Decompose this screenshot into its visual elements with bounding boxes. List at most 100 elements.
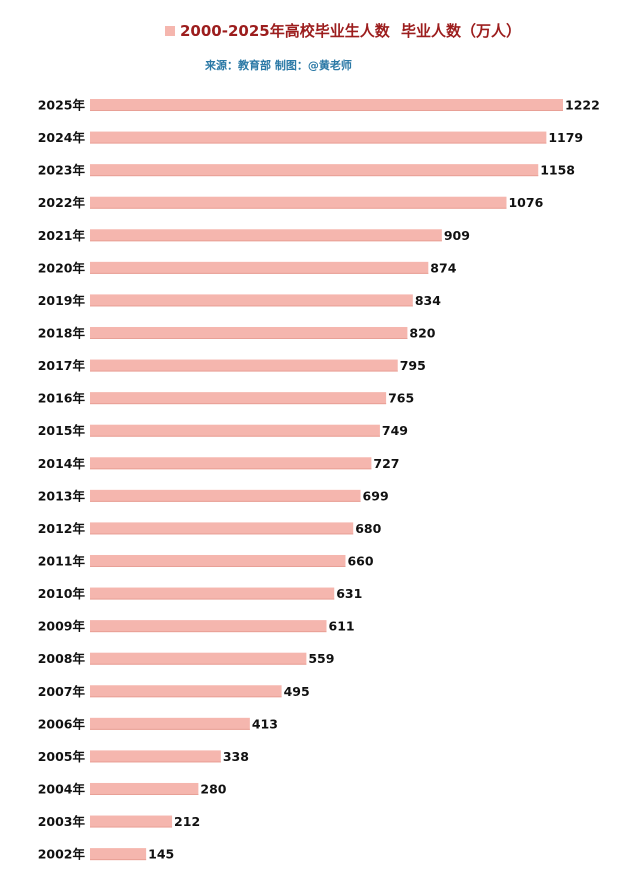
year-label: 2019年 — [38, 293, 86, 308]
value-label: 1076 — [508, 195, 543, 210]
year-label: 2002年 — [38, 847, 86, 862]
bar — [90, 261, 429, 274]
bar-edge — [90, 696, 282, 698]
bar-edge — [90, 663, 307, 665]
value-label: 660 — [347, 553, 373, 568]
bar-edge — [90, 110, 563, 111]
bar — [90, 326, 408, 339]
value-label: 1222 — [565, 98, 600, 113]
bar-edge — [90, 468, 372, 470]
bar-edge — [90, 370, 398, 372]
bar-edge — [90, 728, 250, 730]
value-label: 699 — [363, 488, 389, 503]
bar-edge — [90, 500, 361, 502]
bar-edge — [90, 761, 221, 763]
year-label: 2011年 — [38, 553, 86, 568]
bar — [90, 782, 199, 795]
value-label: 495 — [284, 684, 310, 699]
year-label: 2020年 — [38, 260, 86, 275]
bar-edge — [90, 142, 547, 144]
value-label: 1158 — [540, 163, 575, 178]
year-label: 2021年 — [38, 228, 86, 243]
value-label: 795 — [400, 358, 426, 373]
year-label: 2012年 — [38, 521, 86, 536]
value-label: 631 — [336, 586, 362, 601]
bar-edge — [90, 435, 380, 437]
bar-edge — [90, 272, 429, 274]
year-label: 2005年 — [38, 749, 86, 764]
chart-title: 2000-2025年高校毕业生人数 毕业人数（万人） — [180, 22, 521, 40]
value-label: 909 — [444, 228, 470, 243]
year-label: 2007年 — [38, 684, 86, 699]
bar-edge — [90, 533, 354, 535]
legend-label: 毕业人数（万人） — [401, 22, 521, 40]
value-label: 820 — [409, 325, 435, 340]
value-label: 680 — [355, 521, 381, 536]
year-label: 2016年 — [38, 391, 86, 406]
year-label: 2024年 — [38, 130, 86, 145]
bar-edge — [90, 305, 413, 307]
bar — [90, 294, 413, 307]
bar — [90, 457, 372, 470]
value-label: 765 — [388, 391, 414, 406]
bar — [90, 164, 539, 177]
value-label: 413 — [252, 716, 278, 731]
bar — [90, 522, 354, 535]
bar — [90, 620, 327, 633]
bar — [90, 848, 147, 861]
bar — [90, 229, 442, 242]
year-label: 2013年 — [38, 488, 86, 503]
value-label: 1179 — [548, 130, 583, 145]
value-label: 338 — [223, 749, 249, 764]
bar — [90, 359, 398, 372]
year-label: 2018年 — [38, 325, 86, 340]
value-label: 559 — [308, 651, 334, 666]
bar-edge — [90, 598, 335, 600]
year-label: 2006年 — [38, 716, 86, 731]
bar-edge — [90, 565, 346, 567]
year-label: 2014年 — [38, 456, 86, 471]
bar-edge — [90, 631, 327, 633]
bar — [90, 196, 507, 209]
bar — [90, 652, 307, 665]
value-label: 874 — [430, 260, 456, 275]
bar — [90, 815, 173, 828]
bar-edge — [90, 337, 408, 339]
year-label: 2008年 — [38, 651, 86, 666]
bar — [90, 587, 335, 600]
year-label: 2009年 — [38, 619, 86, 634]
value-label: 749 — [382, 423, 408, 438]
value-label: 611 — [329, 619, 355, 634]
bar — [90, 750, 221, 763]
chart-subtitle: 来源：教育部 制图：@黄老师 — [204, 58, 352, 72]
bar — [90, 554, 346, 567]
bar-edge — [90, 403, 387, 405]
year-label: 2004年 — [38, 781, 86, 796]
year-label: 2017年 — [38, 358, 86, 373]
legend-swatch — [165, 26, 175, 36]
bar-edge — [90, 859, 147, 861]
chart-title-main: 2000-2025年高校毕业生人数 — [180, 22, 391, 40]
year-label: 2003年 — [38, 814, 86, 829]
year-label: 2025年 — [38, 98, 86, 113]
bar — [90, 131, 547, 144]
year-label: 2023年 — [38, 163, 86, 178]
bar-edge — [90, 207, 507, 209]
bar — [90, 424, 380, 437]
bar-edge — [90, 175, 539, 177]
bars-group: 2025年 1222 2024年 1179 2023年 1158 2022年 1076 2021… — [38, 98, 600, 862]
bar-edge — [90, 240, 442, 242]
bar — [90, 392, 387, 405]
value-label: 212 — [174, 814, 200, 829]
bar — [90, 685, 282, 698]
year-label: 2015年 — [38, 423, 86, 438]
bar-edge — [90, 793, 199, 795]
bar — [90, 99, 563, 111]
year-label: 2010年 — [38, 586, 86, 601]
value-label: 727 — [373, 456, 399, 471]
year-label: 2022年 — [38, 195, 86, 210]
value-label: 145 — [148, 847, 174, 862]
bar-edge — [90, 826, 173, 828]
value-label: 280 — [200, 781, 226, 796]
